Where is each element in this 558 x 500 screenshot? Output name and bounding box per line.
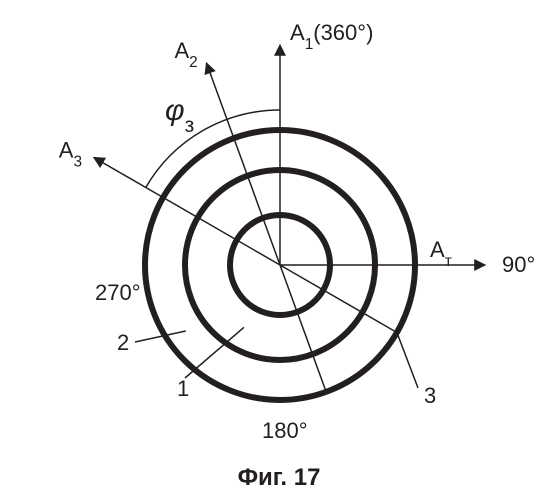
leader-1-label: 1 — [177, 376, 189, 401]
leader-2-label: 2 — [117, 330, 129, 355]
angle-label-phi: φз — [165, 94, 194, 137]
degree-label: 180° — [262, 418, 308, 443]
diameter-line — [280, 265, 397, 333]
axis-label-A2: A2 — [174, 38, 197, 71]
leader-3 — [397, 333, 418, 389]
axis-label-A1: A1(360°) — [290, 20, 373, 53]
degree-label: 270° — [95, 280, 141, 305]
figure-caption: Фиг. 17 — [238, 464, 321, 491]
diameter-line — [280, 265, 326, 392]
degree-label: 90° — [502, 252, 535, 277]
axis-label-A3: A3 — [59, 138, 82, 171]
leader-3-label: 3 — [424, 383, 436, 408]
